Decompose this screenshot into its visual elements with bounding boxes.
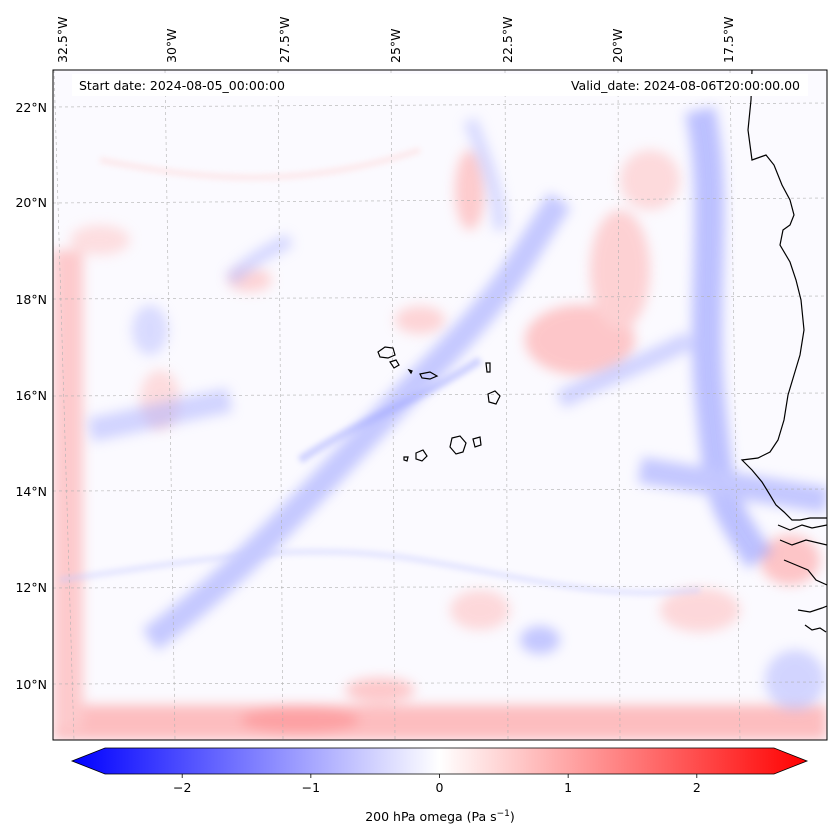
start-date-label: Start date: 2024-08-05_00:00:00 xyxy=(79,78,285,93)
island xyxy=(389,359,400,369)
longitude-labels: 32.5°W 30°W 27.5°W 25°W 22.5°W 20°W 17.5… xyxy=(55,17,736,63)
colorbar-tick-label: 1 xyxy=(564,780,572,795)
lon-label: 17.5°W xyxy=(721,17,736,63)
coastline xyxy=(377,70,827,633)
island xyxy=(407,368,413,375)
lat-label: 10°N xyxy=(15,677,47,692)
fine-detail xyxy=(59,147,701,596)
date-header-background xyxy=(72,74,808,96)
colorbar-tick-label: −2 xyxy=(173,780,191,795)
map-frame xyxy=(52,69,828,741)
colorbar-tick-label: 2 xyxy=(693,780,701,795)
lat-label: 22°N xyxy=(15,100,47,115)
valid-date-label: Valid_date: 2024-08-06T20:00:00.00 xyxy=(571,78,800,93)
island xyxy=(449,435,467,455)
lon-label: 30°W xyxy=(164,28,179,63)
colorbar-label-superscript: −1 xyxy=(497,809,510,819)
island xyxy=(419,371,439,380)
colorbar-fill xyxy=(70,747,809,775)
island xyxy=(415,449,428,462)
island xyxy=(487,390,501,405)
ascent-areas xyxy=(87,106,827,710)
colorbar-tick-label: −1 xyxy=(302,780,320,795)
lat-label: 14°N xyxy=(15,484,47,499)
lon-label: 22.5°W xyxy=(500,17,515,63)
lat-label: 16°N xyxy=(15,388,47,403)
lon-label: 20°W xyxy=(610,28,625,63)
gridlines xyxy=(53,70,827,740)
africa-coastline xyxy=(740,70,827,521)
omega-field xyxy=(53,70,827,740)
island xyxy=(485,362,491,373)
lat-label: 12°N xyxy=(15,580,47,595)
map-panel xyxy=(52,69,828,741)
lon-label: 25°W xyxy=(388,28,403,63)
descent-areas xyxy=(53,150,827,740)
lon-label: 32.5°W xyxy=(55,17,70,63)
colorbar: −2 −1 0 1 2 200 hPa omega (Pa s−1) xyxy=(70,747,809,824)
lon-label: 27.5°W xyxy=(277,17,292,63)
colorbar-label-main: 200 hPa omega (Pa s xyxy=(365,809,496,824)
colorbar-tick-label: 0 xyxy=(436,780,444,795)
lat-label: 18°N xyxy=(15,292,47,307)
colorbar-ticks: −2 −1 0 1 2 xyxy=(173,774,701,795)
colorbar-label: 200 hPa omega (Pa s−1) xyxy=(365,809,515,824)
lat-label: 20°N xyxy=(15,195,47,210)
island xyxy=(472,436,482,448)
latitude-labels: 22°N 20°N 18°N 16°N 14°N 12°N 10°N xyxy=(15,100,47,692)
colorbar-label-close: ) xyxy=(510,809,515,824)
date-header: Start date: 2024-08-05_00:00:00 Valid_da… xyxy=(72,74,808,96)
island xyxy=(403,456,409,462)
island xyxy=(377,346,396,359)
